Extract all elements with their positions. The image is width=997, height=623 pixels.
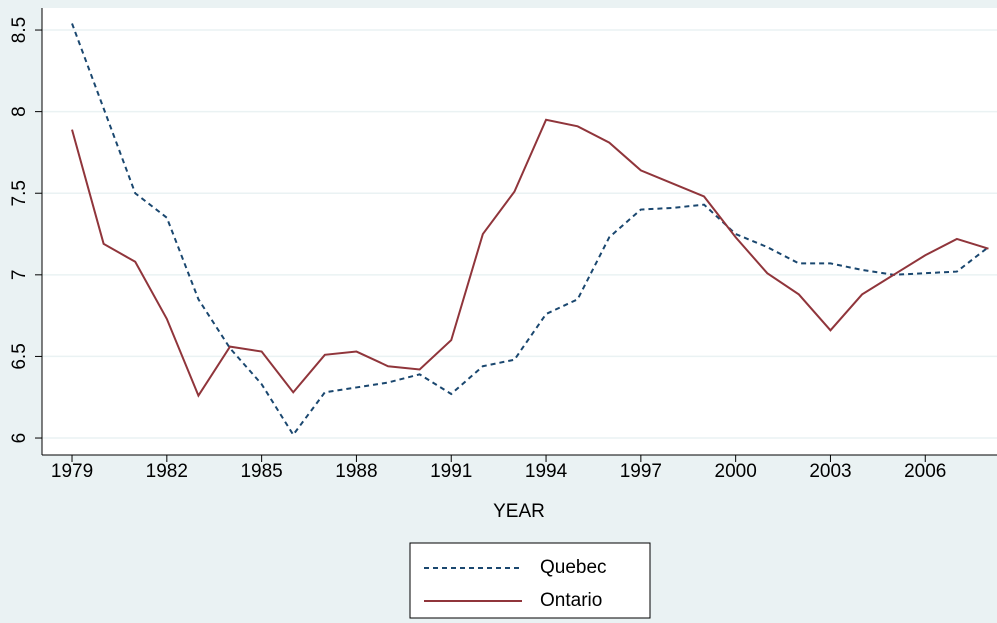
y-tick-label: 6 — [9, 433, 30, 444]
legend — [409, 542, 651, 619]
x-tick-label: 2000 — [715, 461, 757, 482]
y-tick-label: 8 — [9, 106, 30, 117]
x-axis-label: YEAR — [493, 501, 545, 522]
y-tick-label: 7.5 — [9, 180, 30, 206]
series-line — [71, 118, 989, 398]
y-tick-label: 7 — [9, 270, 30, 281]
x-tick-label: 2003 — [809, 461, 851, 482]
legend-label: Ontario — [540, 590, 602, 611]
x-tick-label: 1997 — [620, 461, 662, 482]
plot-area — [42, 8, 997, 455]
x-tick-label: 1994 — [525, 461, 568, 482]
x-tick-label: 1985 — [240, 461, 282, 482]
x-tick-label: 1979 — [51, 461, 93, 482]
x-tick-label: 1982 — [146, 461, 188, 482]
x-tick-label: 1988 — [335, 461, 377, 482]
x-tick-label: 1991 — [430, 461, 472, 482]
y-tick-label: 8.5 — [9, 17, 30, 43]
y-tick-label: 6.5 — [9, 343, 30, 369]
x-tick-label: 2006 — [904, 461, 946, 482]
legend-label: Quebec — [540, 557, 607, 578]
